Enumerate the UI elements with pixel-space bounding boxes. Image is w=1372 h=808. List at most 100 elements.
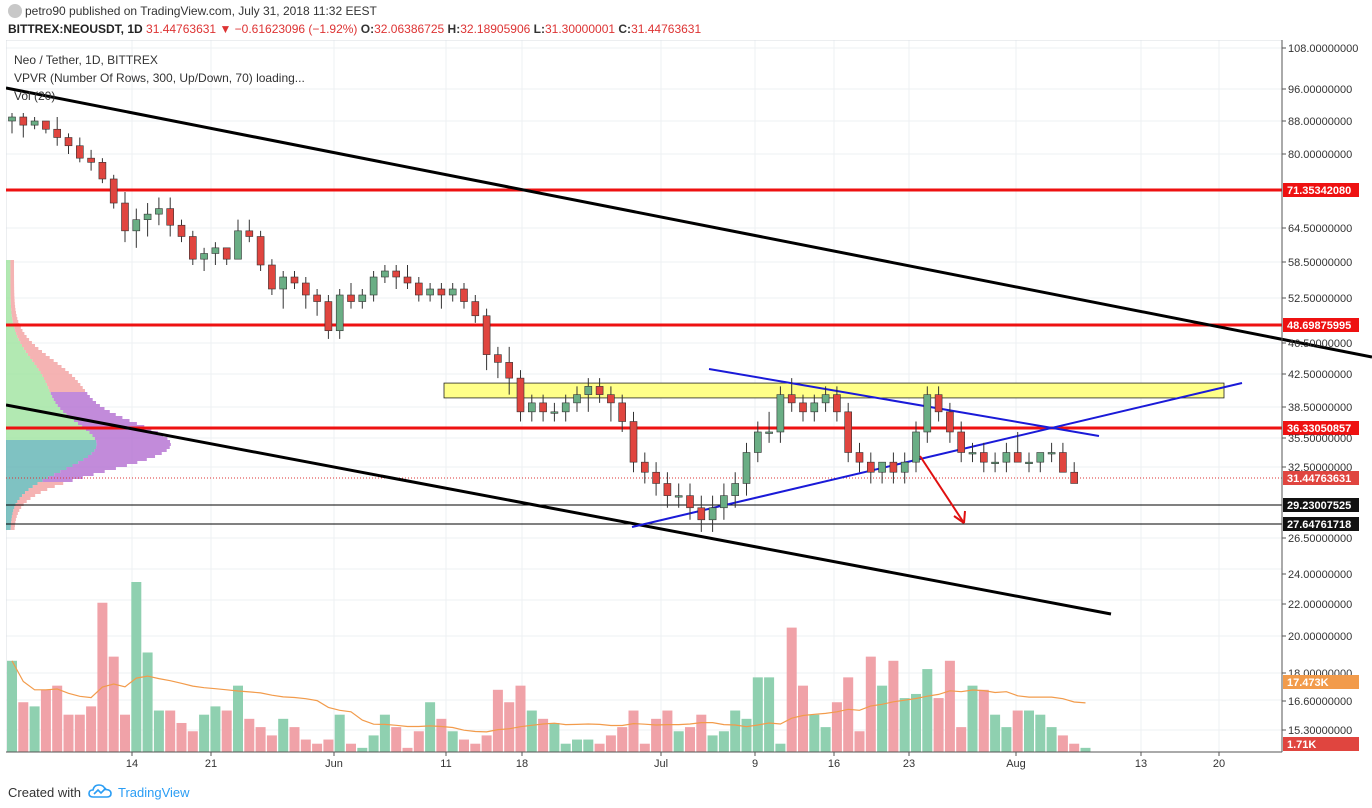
vpvr-up-bar	[6, 314, 12, 317]
vpvr-down-bar	[12, 320, 19, 323]
vpvr-down-bar	[36, 365, 62, 368]
vpvr-up-bar	[6, 470, 61, 473]
vpvr-down-bar	[10, 290, 15, 293]
vpvr-up-bar	[6, 422, 78, 425]
vpvr-down-bar	[10, 266, 15, 269]
volume-bar	[752, 677, 763, 752]
price-chart[interactable]: 108.00000000 96.00000000 88.00000000 80.000…	[5, 39, 1372, 780]
time-tick-label: 20	[1213, 758, 1225, 770]
candle-body	[358, 294, 367, 302]
time-tick-label: 9	[752, 758, 758, 770]
time-axis[interactable]: 14 21 Jun 11 18 Jul 9 16 23 Aug 13 20	[6, 751, 1282, 770]
vpvr-up-bar	[6, 278, 11, 281]
candle-body	[8, 116, 16, 122]
vpvr-down-bar	[70, 416, 123, 419]
channel-top-line	[5, 86, 1372, 359]
candle-body	[629, 421, 638, 463]
candle-body	[697, 507, 706, 521]
volume-bar	[764, 677, 775, 752]
vpvr-down-bar	[11, 518, 16, 521]
volume-bar	[639, 743, 650, 752]
volume-bar	[165, 710, 176, 752]
candle-body	[87, 157, 95, 163]
candle-body	[109, 178, 118, 204]
volume-bar	[888, 660, 899, 752]
vpvr-up-bar	[6, 497, 20, 500]
vpvr-down-bar	[27, 353, 46, 356]
price-tag-box	[1283, 183, 1359, 197]
volume-bar	[865, 656, 876, 752]
time-tick-label: Jul	[654, 758, 668, 770]
volume-bar	[526, 710, 537, 752]
candle-body	[222, 247, 231, 260]
vpvr-up-bar	[6, 482, 38, 485]
volume-bar	[809, 714, 820, 752]
vpvr-down-bar	[46, 383, 81, 386]
vpvr-up-bar	[6, 338, 19, 341]
vpvr-up-bar	[6, 347, 24, 350]
candle-body	[64, 137, 73, 147]
vpvr-up-bar	[6, 407, 61, 410]
price-tick-label: 108.00000000	[1288, 43, 1358, 55]
vpvr-down-bar	[89, 431, 158, 434]
vpvr-down-bar	[11, 521, 16, 524]
time-tick-label: 21	[205, 758, 217, 770]
candle-body	[618, 402, 627, 422]
vpvr-down-bar	[21, 344, 36, 347]
price-axis[interactable]: 108.00000000 96.00000000 88.00000000 80.000…	[1281, 40, 1359, 752]
vpvr-down-bar	[48, 476, 83, 479]
volume-bar	[18, 702, 29, 752]
volume-bar	[1080, 747, 1091, 752]
vpvr-down-bar	[87, 455, 156, 458]
trend-lines	[5, 86, 1372, 616]
volume-bar	[820, 727, 831, 752]
triangle-resistance-line	[708, 368, 1100, 437]
volume-bar	[572, 739, 582, 752]
candle-body	[561, 402, 570, 413]
vpvr-up-bar	[6, 416, 71, 419]
price-tag-box	[1283, 421, 1359, 435]
volume-bar	[413, 731, 424, 752]
volume-bar	[1035, 714, 1046, 752]
vpvr-down-bar	[25, 491, 41, 494]
vpvr-down-bar	[10, 281, 15, 284]
vpvr-up-bar	[6, 434, 93, 437]
candle-body	[166, 208, 174, 226]
volume-bar	[97, 602, 108, 752]
candle-body	[505, 362, 514, 379]
vpvr-up-bar	[6, 473, 55, 476]
candle-body	[234, 230, 242, 260]
vpvr-up-bar	[6, 281, 11, 284]
volume-bar	[707, 735, 718, 752]
vpvr-up-bar	[6, 377, 44, 380]
candle-body	[934, 394, 943, 413]
tradingview-cloud-icon[interactable]	[88, 783, 112, 799]
price-tick-label: 35.50000000	[1288, 433, 1352, 445]
chart-area[interactable]: 108.00000000 96.00000000 88.00000000 80.000…	[5, 39, 1372, 780]
volume-bar	[662, 710, 673, 752]
tradingview-brand[interactable]: TradingView	[118, 785, 190, 800]
price-tag-box	[1283, 517, 1359, 531]
vpvr-down-bar	[11, 311, 16, 314]
vpvr-down-bar	[53, 398, 93, 401]
vpvr-up-bar	[6, 299, 11, 302]
vpvr-up-bar	[6, 359, 33, 362]
volume-ma-line	[11, 660, 1086, 733]
vpvr-down-bar	[11, 305, 16, 308]
low-value: 31.30000001	[544, 22, 616, 36]
vpvr-up-bar	[6, 326, 15, 329]
candle-body	[810, 402, 819, 413]
vpvr-down-bar	[12, 512, 18, 515]
candle-body	[799, 402, 807, 413]
volume-bar	[402, 747, 413, 752]
volume-bar	[63, 714, 74, 752]
candle-body	[53, 128, 62, 138]
volume-bar	[583, 739, 594, 752]
volume-bars	[7, 582, 1091, 752]
volume-bar	[481, 735, 492, 752]
volume-bar	[956, 727, 967, 752]
author-name[interactable]: petro90	[25, 4, 66, 18]
time-tick-label: 11	[440, 758, 451, 770]
vpvr-up-bar	[6, 458, 84, 461]
candle-body	[550, 411, 559, 414]
